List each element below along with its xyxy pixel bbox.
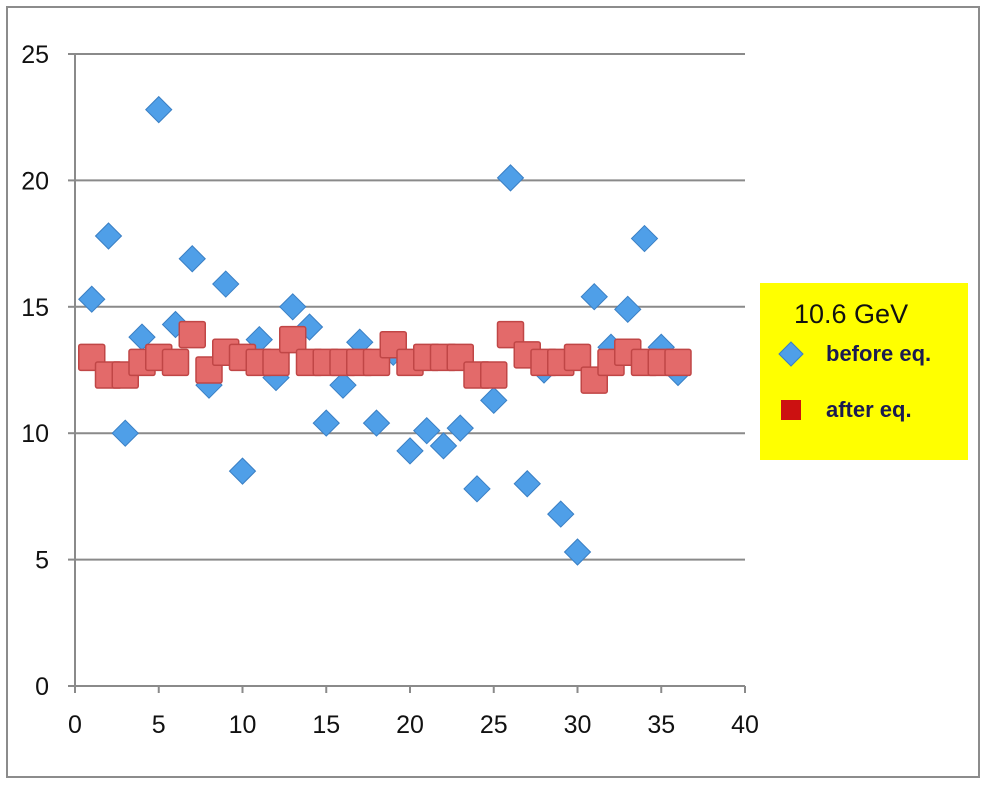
after-eq-point	[563, 343, 592, 372]
before-eq-point	[329, 371, 357, 399]
before-eq-point	[614, 295, 642, 324]
before-eq-point	[429, 432, 458, 460]
legend-label-before: before eq.	[826, 341, 932, 366]
x-tick-label: 25	[480, 711, 508, 739]
axes	[68, 53, 746, 693]
before-eq-point	[312, 409, 340, 437]
x-tick-label: 15	[312, 711, 340, 739]
before-eq-point	[563, 538, 592, 566]
after-eq-point	[480, 361, 508, 389]
legend-label-after: after eq.	[826, 397, 912, 422]
before-eq-point	[362, 409, 391, 437]
y-tick-label: 10	[21, 420, 49, 448]
before-eq-point	[630, 224, 659, 253]
data-points	[78, 95, 692, 566]
after-eq-point	[279, 325, 307, 354]
legend-item-after: after eq.	[778, 395, 912, 425]
before-eq-point	[580, 282, 608, 311]
y-tick-label: 20	[21, 167, 49, 195]
before-eq-point	[145, 95, 173, 124]
y-tick-label: 15	[21, 294, 49, 322]
before-eq-point	[279, 293, 307, 321]
legend-diamond-icon	[778, 341, 804, 367]
x-tick-label: 40	[731, 711, 759, 739]
x-tick-label: 10	[229, 711, 257, 739]
legend: 10.6 GeV before eq. after eq.	[760, 283, 968, 460]
before-eq-point	[212, 270, 240, 298]
after-eq-point	[161, 348, 190, 377]
y-tick-label: 5	[35, 547, 49, 575]
after-eq-point	[262, 348, 290, 377]
legend-item-before: before eq.	[778, 339, 931, 369]
before-eq-point	[94, 222, 123, 250]
x-tick-label: 5	[152, 711, 166, 739]
before-eq-point	[413, 416, 441, 445]
before-eq-point	[496, 164, 525, 192]
x-tick-label: 30	[564, 711, 592, 739]
after-eq-point	[178, 320, 206, 349]
x-tick-labels: 0 5 10 15 20 25 30 35 40	[68, 711, 759, 739]
before-eq-point	[513, 470, 541, 498]
before-eq-point	[78, 285, 106, 313]
x-tick-label: 0	[68, 711, 82, 739]
y-tick-label: 0	[35, 673, 49, 701]
before-eq-point	[178, 245, 206, 273]
x-tick-label: 35	[647, 711, 675, 739]
before-eq-point	[480, 386, 508, 415]
before-eq-point	[547, 500, 575, 528]
y-tick-label: 25	[21, 41, 49, 69]
before-eq-point	[111, 419, 139, 447]
y-tick-labels: 0 5 10 15 20 25	[21, 41, 49, 701]
legend-square-icon	[781, 400, 801, 420]
before-eq-point	[228, 457, 257, 485]
x-tick-label: 20	[396, 711, 424, 739]
before-eq-point	[396, 437, 424, 465]
gridlines	[75, 53, 745, 561]
after-eq-point	[664, 348, 692, 377]
before-eq-point	[446, 414, 474, 442]
legend-title: 10.6 GeV	[794, 299, 909, 329]
before-eq-point	[463, 475, 491, 503]
